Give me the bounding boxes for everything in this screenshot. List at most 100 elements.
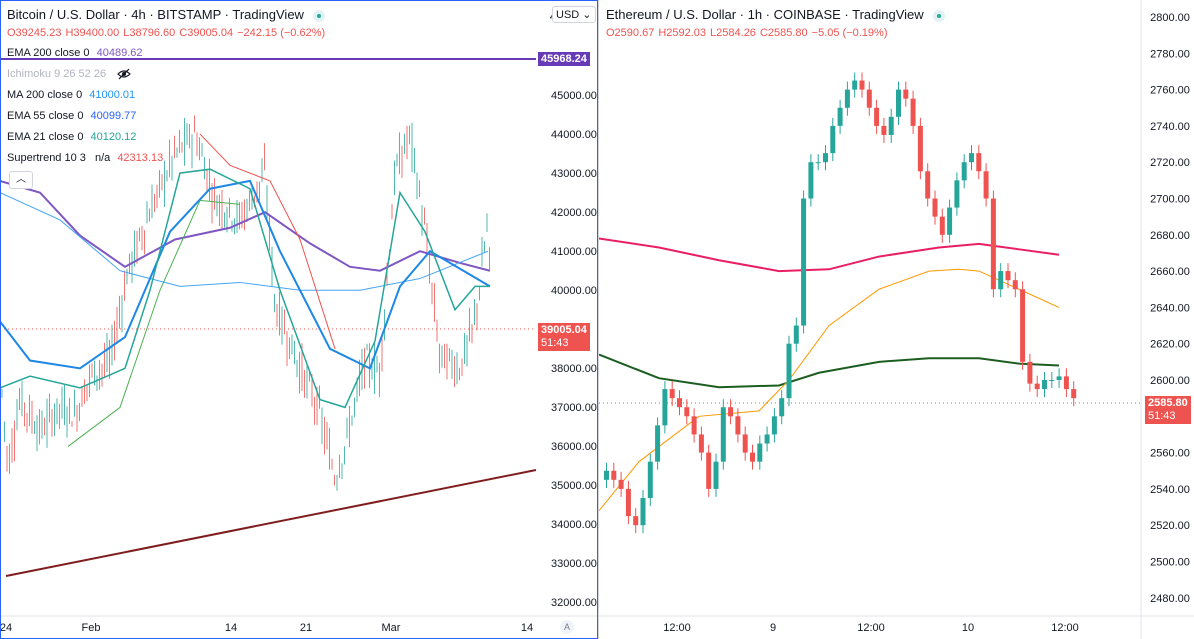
candle-body bbox=[793, 325, 799, 344]
price-axis-label: 2720.00 bbox=[1150, 157, 1190, 169]
price-axis-label: 45000.00 bbox=[551, 90, 597, 102]
time-axis-label: 12:00 bbox=[857, 622, 885, 634]
eth-close: C2585.80 bbox=[759, 27, 808, 39]
btc-chart-pane[interactable]: 45000.00 44000.00 43000.00 42000.00 41000.00… bbox=[0, 0, 598, 639]
eth-open: O2590.67 bbox=[606, 27, 655, 39]
btc-high: H39400.00 bbox=[65, 27, 120, 39]
candles-group bbox=[604, 72, 1077, 534]
price-axis-label: 2520.00 bbox=[1150, 520, 1190, 532]
candle-body bbox=[932, 198, 938, 217]
btc-low: L38796.60 bbox=[123, 27, 176, 39]
time-axis-label: 9 bbox=[770, 622, 776, 634]
price-axis-label: 2800.00 bbox=[1150, 12, 1190, 24]
candle-body bbox=[625, 488, 631, 517]
indicator-ema21[interactable]: EMA 21 close 0 40120.12 bbox=[7, 131, 136, 143]
candle-body bbox=[859, 80, 865, 90]
ema21-line bbox=[0, 168, 490, 409]
price-tag-value: 45968.24 bbox=[541, 53, 587, 65]
currency-label: USD bbox=[556, 9, 580, 21]
eth-bar-countdown: 51:43 bbox=[1148, 410, 1176, 422]
price-axis-label: 2620.00 bbox=[1150, 339, 1190, 351]
price-axis-label: 32000.00 bbox=[551, 597, 597, 609]
candle-body bbox=[830, 125, 836, 154]
indicator-ma200[interactable]: MA 200 close 0 41000.01 bbox=[7, 89, 135, 101]
time-axis-label: 12:00 bbox=[663, 622, 691, 634]
candle-body bbox=[691, 416, 697, 435]
candle-body bbox=[983, 171, 989, 199]
horizontal-line-price-tag: 45968.24 bbox=[538, 52, 590, 66]
price-axis-label: 40000.00 bbox=[551, 285, 597, 297]
ma-green-line bbox=[599, 353, 1060, 389]
time-axis-label: 21 bbox=[300, 622, 312, 634]
ma200-line bbox=[0, 192, 489, 291]
indicator-ema55[interactable]: EMA 55 close 0 40099.77 bbox=[7, 110, 136, 122]
ma-orange-line bbox=[599, 268, 1060, 511]
price-axis-label: 37000.00 bbox=[551, 402, 597, 414]
candle-body bbox=[969, 153, 974, 163]
candle-body bbox=[735, 416, 741, 435]
supertrend-down bbox=[199, 133, 336, 349]
candle-body bbox=[925, 171, 931, 199]
bar-countdown: 51:43 bbox=[541, 337, 569, 349]
eth-chart-pane[interactable]: 2800.00 2780.00 2760.00 2740.00 2720.00 2700.… bbox=[599, 0, 1194, 639]
eth-last-price-value: 2585.80 bbox=[1148, 397, 1188, 409]
indicator-name: Ichimoku 9 26 52 26 bbox=[7, 68, 107, 80]
eth-last-price-tag: 2585.80 51:43 bbox=[1145, 396, 1191, 424]
price-axis-label: 34000.00 bbox=[551, 519, 597, 531]
candle-body bbox=[1042, 380, 1047, 390]
indicator-ichimoku[interactable]: Ichimoku 9 26 52 26 bbox=[7, 68, 131, 80]
market-status-icon bbox=[313, 10, 325, 23]
candle-body bbox=[662, 389, 668, 426]
indicator-value: 42313.13 bbox=[117, 152, 164, 164]
price-axis-label: 2480.00 bbox=[1150, 593, 1190, 605]
candle-body bbox=[1049, 380, 1055, 381]
candle-body bbox=[852, 80, 858, 90]
candle-body bbox=[677, 398, 682, 408]
time-axis-label: 24 bbox=[0, 622, 12, 634]
candle-body bbox=[633, 516, 639, 526]
indicator-name: MA 200 close 0 bbox=[7, 89, 83, 101]
candle-body bbox=[947, 207, 953, 235]
indicator-value: 40099.77 bbox=[90, 110, 137, 122]
collapse-legend-button[interactable]: ︿ bbox=[9, 171, 33, 189]
candle-body bbox=[684, 407, 690, 417]
candle-body bbox=[757, 443, 763, 462]
last-price-tag: 39005.04 51:43 bbox=[538, 323, 590, 351]
time-axis-label: 14 bbox=[225, 622, 237, 634]
currency-selector[interactable]: USD ⌄ bbox=[552, 6, 596, 23]
ema200-line bbox=[0, 179, 491, 272]
price-axis-label: 2660.00 bbox=[1150, 266, 1190, 278]
candle-body bbox=[1034, 383, 1040, 390]
btc-symbol-legend: Bitcoin / U.S. Dollar · 4h · BITSTAMP · … bbox=[7, 7, 325, 23]
candle-body bbox=[1071, 389, 1077, 399]
price-axis-label: 2760.00 bbox=[1150, 85, 1190, 97]
eye-hidden-icon[interactable] bbox=[117, 68, 131, 80]
candle-body bbox=[706, 452, 712, 489]
indicator-ema200[interactable]: EMA 200 close 0 40489.62 bbox=[7, 47, 143, 59]
pane-divider[interactable] bbox=[598, 0, 599, 639]
eth-title[interactable]: Ethereum / U.S. Dollar · 1h · COINBASE ·… bbox=[606, 7, 924, 22]
eth-high: H2592.03 bbox=[658, 27, 707, 39]
candle-body bbox=[815, 162, 821, 164]
candle-body bbox=[917, 125, 923, 172]
price-axis-label: 2600.00 bbox=[1150, 375, 1190, 387]
time-axis-label: 10 bbox=[962, 622, 974, 634]
indicator-supertrend[interactable]: Supertrend 10 3 n/a 42313.13 bbox=[7, 152, 163, 164]
candle-body bbox=[976, 153, 982, 172]
candle-body bbox=[1020, 289, 1026, 362]
candle-body bbox=[961, 162, 967, 181]
indicator-extra: n/a bbox=[94, 152, 111, 164]
auto-scale-label: A bbox=[563, 622, 570, 632]
btc-title[interactable]: Bitcoin / U.S. Dollar · 4h · BITSTAMP · … bbox=[7, 7, 304, 22]
btc-chart-canvas[interactable]: 45000.00 44000.00 43000.00 42000.00 41000.00… bbox=[0, 0, 598, 639]
candle-body bbox=[728, 407, 734, 417]
market-status-icon bbox=[932, 10, 945, 23]
candle-body bbox=[954, 180, 960, 208]
eth-symbol-legend: Ethereum / U.S. Dollar · 1h · COINBASE ·… bbox=[606, 7, 945, 23]
eth-low: L2584.26 bbox=[710, 27, 756, 39]
candle-body bbox=[837, 107, 843, 126]
eth-chart-canvas[interactable]: 2800.00 2780.00 2760.00 2740.00 2720.00 2700.… bbox=[599, 0, 1194, 639]
auto-scale-button[interactable]: A bbox=[560, 620, 574, 634]
candle-body bbox=[1012, 280, 1018, 290]
candle-body bbox=[669, 389, 675, 399]
